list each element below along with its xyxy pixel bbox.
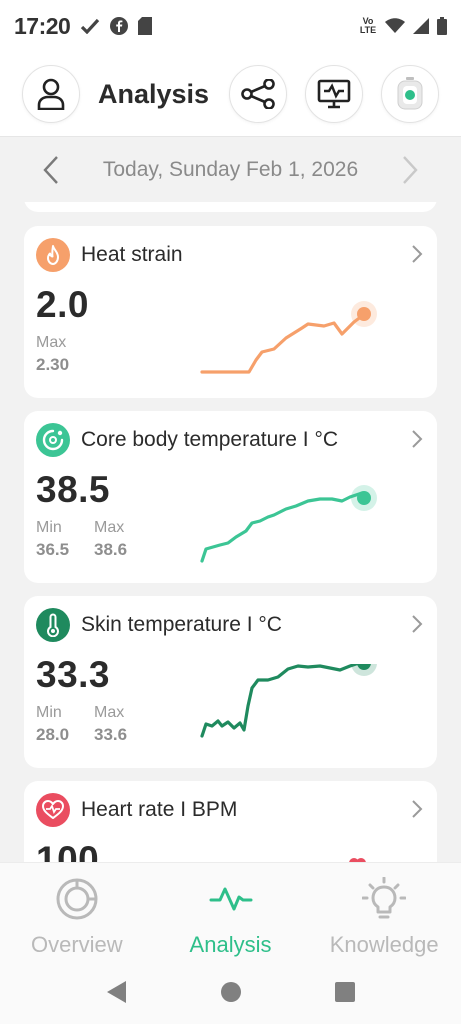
app-header: Analysis — [0, 52, 461, 136]
status-bar: 17:20 Vo LTE — [0, 0, 461, 52]
home-icon[interactable] — [220, 981, 242, 1003]
sd-card-icon — [138, 17, 153, 35]
overview-icon — [55, 877, 99, 921]
battery-icon — [437, 17, 447, 35]
recents-icon[interactable] — [334, 981, 356, 1003]
wifi-icon — [385, 18, 405, 33]
heat-strain-sparkline — [200, 301, 377, 374]
previous-day-button[interactable] — [36, 155, 66, 185]
person-icon — [37, 78, 65, 110]
previous-card[interactable] — [24, 202, 437, 212]
stat-label: Max — [94, 519, 125, 536]
skin-temperature-card[interactable]: Skin temperature I °C 33.3 Min 28.0 Max … — [24, 596, 437, 768]
min-stat: Min 36.5 — [36, 519, 69, 560]
chevron-left-icon — [43, 156, 58, 184]
nav-label: Analysis — [189, 932, 272, 957]
core-temperature-card[interactable]: Core body temperature I °C 38.5 Min 36.5… — [24, 411, 437, 583]
stat-label: Max — [36, 334, 67, 351]
current-value: 38.5 — [36, 469, 111, 510]
stat-value: 28.0 — [36, 725, 70, 744]
share-icon — [241, 79, 275, 109]
max-stat: Max 2.30 — [36, 334, 69, 375]
card-title: Core body temperature I °C — [81, 428, 339, 451]
chevron-right-icon — [403, 156, 418, 184]
metrics-list: Heat strain 2.0 Max 2.30 Core body tempe… — [0, 202, 461, 862]
date-label: Today, Sunday Feb 1, 2026 — [102, 157, 359, 181]
stat-value: 38.6 — [94, 540, 128, 559]
stat-label: Min — [36, 704, 62, 721]
monitor-icon — [317, 79, 351, 109]
card-title: Skin temperature I °C — [81, 613, 282, 636]
back-icon[interactable] — [106, 980, 128, 1004]
current-value: 100 — [36, 839, 100, 862]
check-icon — [81, 18, 100, 34]
thermometer-icon — [36, 608, 70, 642]
page-title: Analysis — [98, 78, 210, 109]
core-temp-icon — [36, 423, 70, 457]
core-temperature-sparkline — [200, 485, 377, 563]
stat-value: 2.30 — [36, 355, 70, 374]
monitor-button[interactable] — [305, 65, 363, 123]
chevron-right-icon — [412, 245, 423, 263]
max-stat: Max 33.6 — [94, 704, 127, 745]
system-navigation — [0, 960, 461, 1024]
lightbulb-icon — [362, 877, 407, 921]
min-stat: Min 28.0 — [36, 704, 69, 745]
signal-icon — [413, 18, 429, 34]
stat-label: Min — [36, 519, 62, 536]
nav-overview[interactable]: Overview — [0, 863, 154, 960]
current-value: 33.3 — [36, 654, 111, 695]
skin-temperature-sparkline — [200, 664, 377, 738]
stat-value: 33.6 — [94, 725, 128, 744]
heart-rate-card[interactable]: Heart rate I BPM 100 — [24, 781, 437, 862]
nav-analysis[interactable]: Analysis — [154, 863, 308, 960]
flame-icon — [36, 238, 70, 272]
device-button[interactable] — [381, 65, 439, 123]
chevron-right-icon — [412, 430, 423, 448]
share-button[interactable] — [229, 65, 287, 123]
pulse-icon — [209, 877, 253, 921]
current-value: 2.0 — [36, 284, 89, 325]
heart-pulse-icon — [36, 793, 70, 827]
facebook-icon — [110, 17, 129, 35]
nav-label: Knowledge — [329, 932, 439, 957]
bottom-navigation: Overview Analysis Knowledge — [0, 862, 461, 960]
profile-button[interactable] — [22, 65, 80, 123]
status-time: 17:20 — [14, 12, 71, 39]
stat-value: 36.5 — [36, 540, 70, 559]
card-title: Heart rate I BPM — [81, 798, 238, 821]
card-title: Heat strain — [81, 243, 183, 266]
volte-icon: Vo LTE — [359, 16, 377, 35]
date-bar: Today, Sunday Feb 1, 2026 — [0, 136, 461, 202]
chevron-right-icon — [412, 800, 423, 818]
next-day-button[interactable] — [395, 155, 425, 185]
chevron-right-icon — [412, 615, 423, 633]
nav-knowledge[interactable]: Knowledge — [307, 863, 461, 960]
stat-label: Max — [94, 704, 125, 721]
nav-label: Overview — [30, 932, 123, 957]
heat-strain-card[interactable]: Heat strain 2.0 Max 2.30 — [24, 226, 437, 398]
device-icon — [397, 77, 423, 110]
heart-rate-sparkline — [349, 858, 366, 862]
max-stat: Max 38.6 — [94, 519, 127, 560]
